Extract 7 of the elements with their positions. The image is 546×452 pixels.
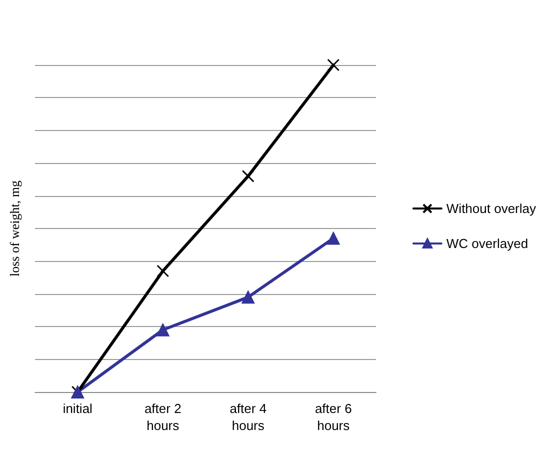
x-tick-label: after 4 hours [230, 401, 267, 433]
y-axis-title: loss of weight, mg [7, 180, 22, 277]
legend-label: Without overlay [446, 201, 536, 216]
x-tick-label: after 6 hours [314, 401, 352, 433]
x-tick-label: after 2 hours [144, 401, 182, 433]
legend-label: WC overlayed [446, 236, 528, 251]
x-tick-label: initial [62, 401, 93, 416]
